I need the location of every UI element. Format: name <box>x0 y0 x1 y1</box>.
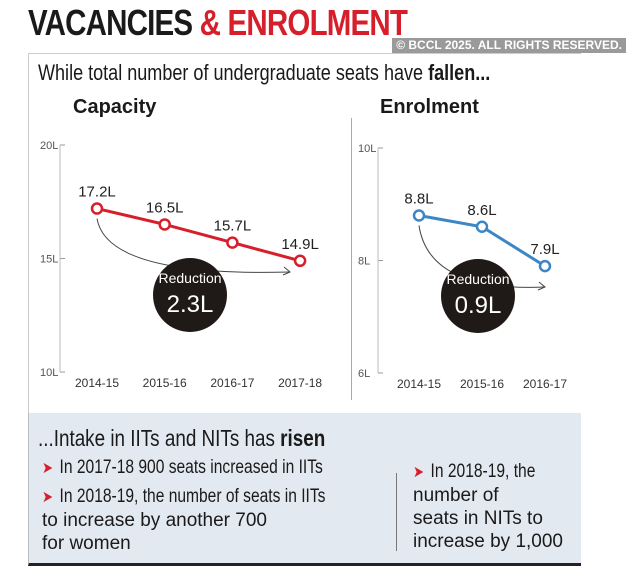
x-tick-label: 2014-15 <box>397 377 441 391</box>
bullet-text: increase by 1,000 <box>413 531 563 552</box>
bullet-iit-2017: ➤ In 2017-18 900 seats increased in IITs <box>42 457 323 478</box>
y-tick-label: 10L <box>358 143 376 155</box>
x-tick-label: 2014-15 <box>75 376 119 390</box>
data-point <box>293 254 307 268</box>
bullet-text: seats in NITs to <box>413 508 543 529</box>
x-tick-label: 2015-16 <box>460 377 504 391</box>
reduction-arrow <box>96 218 291 273</box>
x-tick-label: 2016-17 <box>523 377 567 391</box>
x-tick-label: 2015-16 <box>143 376 187 390</box>
y-tick-label: 15L <box>40 254 58 266</box>
x-tick-label: 2016-17 <box>210 376 254 390</box>
data-label: 17.2L <box>78 184 116 201</box>
y-tick-label: 20L <box>40 140 58 152</box>
bullet-text: for women <box>42 533 131 554</box>
data-label: 8.6L <box>467 202 496 219</box>
intake-panel <box>28 413 581 566</box>
data-point <box>226 236 239 249</box>
reduction-badge <box>441 259 515 333</box>
bullet-divider <box>396 473 397 551</box>
reduction-label: Reduction <box>158 270 221 286</box>
capacity-chart-title: Capacity <box>73 96 157 118</box>
data-point <box>412 209 426 222</box>
arrowhead-icon <box>537 281 546 291</box>
main-title: VACANCIES & ENROLMENT <box>28 2 408 43</box>
data-point <box>475 220 489 233</box>
y-tick-label: 8L <box>358 256 370 268</box>
data-label: 16.5L <box>146 199 184 216</box>
reduction-badge <box>153 258 227 332</box>
intake-heading: ...Intake in IITs and NITs has risen <box>38 425 326 451</box>
y-tick-label: 10L <box>40 367 58 379</box>
reduction-value: 2.3L <box>167 291 214 318</box>
chart-divider <box>351 118 352 400</box>
y-tick-label: 6L <box>358 368 370 380</box>
subtitle: While total number of undergraduate seat… <box>38 60 491 85</box>
arrow-icon: ➤ <box>42 489 53 506</box>
series-line <box>96 207 301 263</box>
data-point <box>158 218 171 231</box>
x-tick-label: 2017-18 <box>278 376 322 390</box>
reduction-label: Reduction <box>446 271 509 287</box>
data-point <box>90 202 104 215</box>
bullet-iit-2018: ➤ In 2018-19, the number of seats in IITs <box>42 486 326 507</box>
bullet-nit: ➤ In 2018-19, the <box>413 461 536 482</box>
bullet-text: number of <box>413 485 499 506</box>
bullet-text: to increase by another 700 <box>42 510 267 531</box>
enrolment-chart-title: Enrolment <box>380 96 479 118</box>
data-label: 7.9L <box>530 241 559 258</box>
reduction-value: 0.9L <box>455 292 502 319</box>
data-label: 14.9L <box>281 236 319 253</box>
arrowhead-icon <box>282 266 291 276</box>
watermark: © BCCL 2025. ALL RIGHTS RESERVED. <box>392 38 626 53</box>
data-label: 15.7L <box>214 218 252 235</box>
data-point <box>538 259 552 273</box>
charts-panel <box>28 53 581 414</box>
arrow-icon: ➤ <box>413 464 424 481</box>
data-label: 8.8L <box>404 191 433 208</box>
arrow-icon: ➤ <box>42 460 53 477</box>
